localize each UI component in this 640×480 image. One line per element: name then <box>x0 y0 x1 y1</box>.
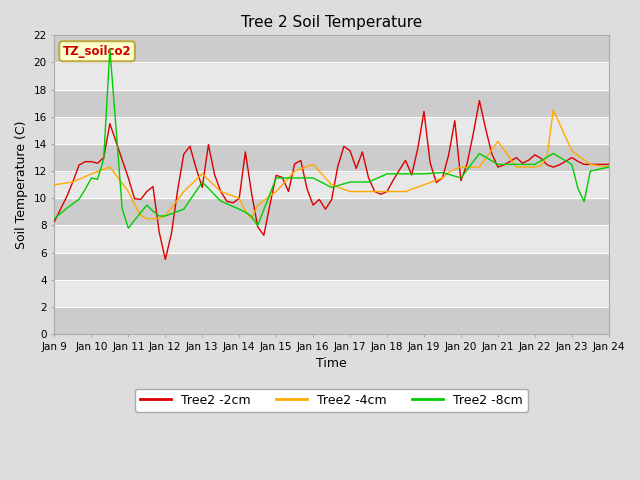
Tree2 -8cm <box>531 161 539 167</box>
Tree2 -8cm <box>125 225 132 231</box>
Tree2 -2cm <box>377 192 385 197</box>
Line: Tree2 -2cm: Tree2 -2cm <box>54 100 609 260</box>
Tree2 -8cm <box>205 185 212 191</box>
Bar <box>54 252 609 280</box>
Bar <box>54 226 609 252</box>
Tree2 -2cm <box>198 185 206 191</box>
Tree2 -8cm <box>383 171 391 177</box>
Line: Tree2 -4cm: Tree2 -4cm <box>54 110 609 219</box>
Tree2 -4cm <box>118 180 126 186</box>
Tree2 -8cm <box>51 216 58 222</box>
Tree2 -8cm <box>106 46 114 52</box>
Tree2 -2cm <box>161 257 169 263</box>
Tree2 -8cm <box>605 164 612 170</box>
Bar <box>54 280 609 307</box>
Title: Tree 2 Soil Temperature: Tree 2 Soil Temperature <box>241 15 422 30</box>
Text: TZ_soilco2: TZ_soilco2 <box>63 45 131 58</box>
Tree2 -2cm <box>476 97 483 103</box>
Tree2 -4cm <box>550 107 557 113</box>
Tree2 -4cm <box>186 183 194 189</box>
Tree2 -8cm <box>131 217 138 223</box>
Bar <box>54 62 609 90</box>
Line: Tree2 -8cm: Tree2 -8cm <box>54 49 609 228</box>
Tree2 -2cm <box>51 218 58 224</box>
Y-axis label: Soil Temperature (C): Soil Temperature (C) <box>15 120 28 249</box>
Tree2 -8cm <box>599 166 607 171</box>
Tree2 -4cm <box>599 163 607 169</box>
Tree2 -4cm <box>198 171 206 177</box>
Tree2 -4cm <box>377 189 385 194</box>
Tree2 -2cm <box>186 144 194 149</box>
Tree2 -4cm <box>51 182 58 188</box>
Bar <box>54 117 609 144</box>
Legend: Tree2 -2cm, Tree2 -4cm, Tree2 -8cm: Tree2 -2cm, Tree2 -4cm, Tree2 -8cm <box>135 389 528 411</box>
Tree2 -4cm <box>605 164 612 170</box>
Tree2 -2cm <box>599 161 607 167</box>
Bar <box>54 307 609 334</box>
Bar <box>54 171 609 198</box>
Bar <box>54 36 609 62</box>
Bar <box>54 144 609 171</box>
Bar <box>54 90 609 117</box>
Tree2 -2cm <box>605 161 612 167</box>
Tree2 -2cm <box>531 152 539 158</box>
Bar <box>54 198 609 226</box>
Tree2 -2cm <box>118 157 126 163</box>
X-axis label: Time: Time <box>316 357 347 371</box>
Tree2 -4cm <box>143 216 150 222</box>
Tree2 -4cm <box>525 164 532 170</box>
Tree2 -8cm <box>192 188 200 194</box>
